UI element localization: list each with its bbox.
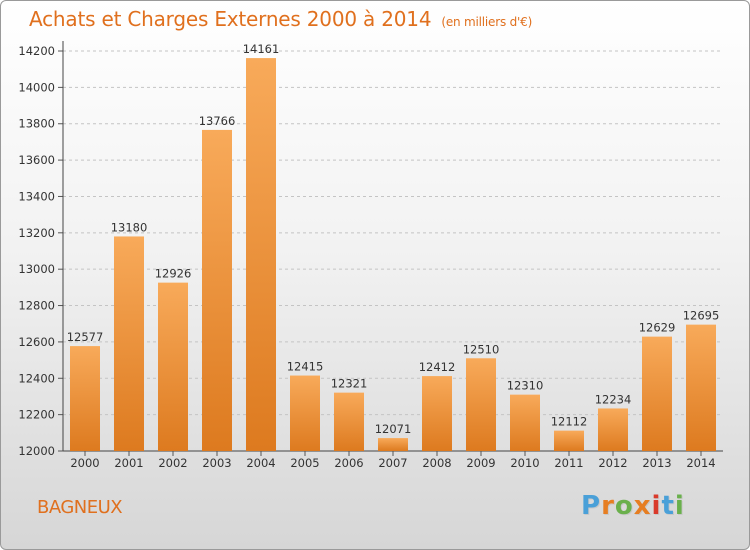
bar-2006 <box>334 392 364 451</box>
logo-letter: t <box>661 491 675 521</box>
bar-2008 <box>422 376 452 451</box>
x-tick-label: 2006 <box>334 456 363 470</box>
proxiti-logo: Proxiti <box>581 491 685 521</box>
data-label-2003: 13766 <box>199 114 236 128</box>
x-tick-label: 2001 <box>114 456 143 470</box>
x-tick-label: 2008 <box>422 456 451 470</box>
data-label-2006: 12321 <box>331 377 368 391</box>
bar-2012 <box>598 408 628 451</box>
y-tick-label: 13200 <box>18 226 55 240</box>
logo-letter: i <box>651 491 662 521</box>
chart-subtitle: (en milliers d'€) <box>441 15 533 29</box>
y-tick-label: 13400 <box>18 189 55 203</box>
data-label-2009: 12510 <box>463 342 500 356</box>
bar-2013 <box>642 336 672 451</box>
x-tick-label: 2013 <box>642 456 671 470</box>
chart-title: Achats et Charges Externes 2000 à 2014 (e… <box>29 7 532 31</box>
bar-2010 <box>510 394 540 451</box>
x-tick-label: 2003 <box>202 456 231 470</box>
data-label-2010: 12310 <box>507 379 544 393</box>
logo-letter: x <box>633 491 652 521</box>
data-label-2002: 12926 <box>155 267 192 281</box>
x-tick-label: 2010 <box>510 456 539 470</box>
y-tick-label: 12800 <box>18 299 55 313</box>
y-tick-label: 12200 <box>18 408 55 422</box>
logo-letter: i <box>674 491 685 521</box>
x-tick-label: 2005 <box>290 456 319 470</box>
x-tick-labels: 2000 2001 2002 2003 2004 2005 2006 2007 2008 2009… <box>70 456 715 470</box>
data-label-2004: 14161 <box>243 42 280 56</box>
city-name: BAGNEUX <box>37 497 123 518</box>
data-label-2012: 12234 <box>595 392 632 406</box>
y-tick-label: 12000 <box>18 444 55 458</box>
data-label-2008: 12412 <box>419 360 456 374</box>
y-tick-label: 12600 <box>18 335 55 349</box>
bar-2003 <box>202 129 232 451</box>
x-tick-label: 2000 <box>70 456 99 470</box>
y-tick-label: 14000 <box>18 80 55 94</box>
bar-2001 <box>114 236 144 451</box>
data-label-2005: 12415 <box>287 360 324 374</box>
bar-2009 <box>466 358 496 451</box>
x-tick-label: 2009 <box>466 456 495 470</box>
x-tick-label: 2007 <box>378 456 407 470</box>
y-tick-label: 13800 <box>18 117 55 131</box>
data-label-2000: 12577 <box>67 330 104 344</box>
bar-2000 <box>70 346 100 451</box>
y-tick-label: 13600 <box>18 153 55 167</box>
x-tick-label: 2014 <box>686 456 715 470</box>
data-label-2007: 12071 <box>375 422 412 436</box>
bars <box>70 58 716 451</box>
y-tick-label: 14200 <box>18 44 55 58</box>
logo-letter: P <box>581 491 602 521</box>
data-label-2014: 12695 <box>683 309 720 323</box>
logo-letter: r <box>601 491 615 521</box>
bar-2002 <box>158 282 188 451</box>
y-tick-labels: 12000 12200 12400 12600 12800 13000 13200 13400… <box>18 44 55 458</box>
y-tick-label: 13000 <box>18 262 55 276</box>
chart-title-text: Achats et Charges Externes 2000 à 2014 <box>29 7 432 31</box>
y-tick-label: 12400 <box>18 371 55 385</box>
data-label-2011: 12112 <box>551 415 588 429</box>
x-tick-label: 2012 <box>598 456 627 470</box>
data-label-2001: 13180 <box>111 220 148 234</box>
x-tick-label: 2011 <box>554 456 583 470</box>
data-labels: 12577 13180 12926 13766 14161 12415 12321 12071… <box>67 42 720 436</box>
x-tick-label: 2004 <box>246 456 275 470</box>
logo-letter: o <box>614 491 634 521</box>
bar-2004 <box>246 58 276 451</box>
data-label-2013: 12629 <box>639 321 676 335</box>
bar-2005 <box>290 375 320 451</box>
bar-2011 <box>554 430 584 451</box>
bar-2007 <box>378 438 408 451</box>
x-tick-label: 2002 <box>158 456 187 470</box>
bar-2014 <box>686 324 716 451</box>
